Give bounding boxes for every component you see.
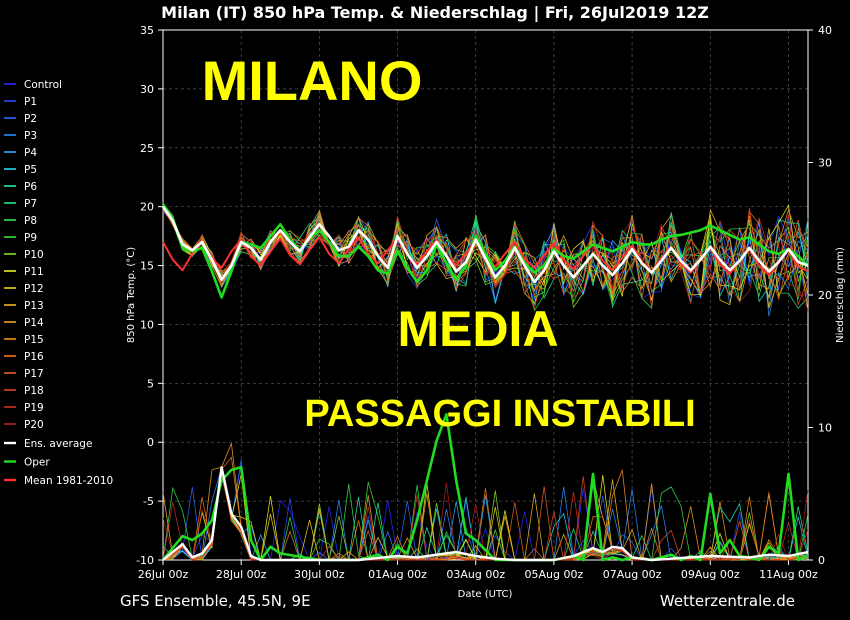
legend-entry: P1: [24, 96, 37, 108]
legend-entry: Oper: [24, 457, 50, 469]
x-tick-label: 01Aug 00z: [368, 568, 427, 581]
legend-entry: P19: [24, 402, 44, 414]
legend-entry: P14: [24, 317, 44, 329]
y-right-tick-label: 40: [818, 24, 832, 37]
series-lines: [161, 202, 809, 562]
y-tick-label: 35: [140, 24, 154, 37]
chart-title: Milan (IT) 850 hPa Temp. & Niederschlag …: [161, 3, 709, 23]
overlay-captions: MILANO MEDIA PASSAGGI INSTABILI: [202, 49, 696, 435]
member-temp-line-p13: [162, 207, 809, 309]
y-right-tick-label: 30: [818, 157, 832, 170]
y-tick-label: -5: [143, 495, 154, 508]
legend-entry: P4: [24, 147, 37, 159]
footer-source: Wetterzentrale.de: [660, 592, 795, 610]
x-tick-label: 07Aug 00z: [603, 568, 662, 581]
x-tick-label: 28Jul 00z: [216, 568, 267, 581]
legend-entry: P20: [24, 419, 44, 431]
legend-entry: P9: [24, 232, 37, 244]
y-right-tick-label: 10: [818, 422, 832, 435]
overlay-media: MEDIA: [397, 301, 558, 357]
oper-precip-line: [161, 412, 809, 562]
member-temp-line-p9: [162, 208, 809, 304]
y-tick-label: 30: [140, 83, 154, 96]
member-temp-line-p7: [162, 204, 809, 309]
legend-entry: P5: [24, 164, 37, 176]
x-tick-label: 03Aug 00z: [446, 568, 505, 581]
y-tick-label: 5: [147, 377, 154, 390]
x-axis-label: Date (UTC): [458, 589, 513, 600]
legend-entry: Control: [24, 79, 62, 91]
overlay-city: MILANO: [202, 49, 423, 112]
overlay-subtitle: PASSAGGI INSTABILI: [304, 393, 695, 435]
y-axis-label: 850 hPa Temp. (°C): [126, 247, 137, 343]
x-tick-label: 05Aug 00z: [525, 568, 584, 581]
ens-average-precip-line: [162, 466, 809, 562]
x-tick-label: 30Jul 00z: [294, 568, 345, 581]
legend-entry: P12: [24, 283, 44, 295]
legend-entry: Ens. average: [24, 438, 92, 450]
y-right-tick-label: 0: [818, 554, 825, 567]
legend-entry: P11: [24, 266, 44, 278]
legend-entry: P15: [24, 334, 44, 346]
y-right-tick-label: 20: [818, 289, 832, 302]
y-axis-left: 35 30 25 20 15 10 5 0 -5 -10: [136, 24, 163, 567]
oper-temp-line: [161, 203, 809, 299]
legend-entry: P8: [24, 215, 37, 227]
legend-entry: P6: [24, 181, 37, 193]
legend-entry: P18: [24, 385, 44, 397]
ens-average-temp-line: [161, 205, 809, 284]
x-tick-label: 11Aug 00z: [759, 568, 818, 581]
x-tick-label: 09Aug 00z: [681, 568, 740, 581]
y-tick-label: 25: [140, 142, 154, 155]
grid-lines: [163, 30, 808, 560]
footer-model-info: GFS Ensemble, 45.5N, 9E: [120, 592, 311, 610]
y-tick-label: 10: [140, 318, 154, 331]
legend-entry: P3: [24, 130, 37, 142]
legend-entry: P16: [24, 351, 44, 363]
x-tick-label: 26Jul 00z: [138, 568, 189, 581]
legend: Control P1 P2 P3 P4 P5 P6 P7 P8 P9 P10 P11 P12 P13 P14…: [4, 79, 113, 487]
legend-entry: P2: [24, 113, 37, 125]
y-tick-label: 20: [140, 201, 154, 214]
legend-entry: P10: [24, 249, 44, 261]
x-axis: 26Jul 00z 28Jul 00z 30Jul 00z 01Aug 00z 03Au…: [138, 560, 818, 581]
y-tick-label: 0: [147, 436, 154, 449]
y-tick-label: -10: [136, 554, 154, 567]
y-tick-label: 15: [140, 260, 154, 273]
legend-entry: P17: [24, 368, 44, 380]
legend-entry: Mean 1981-2010: [24, 475, 113, 487]
member-temp-line-p19: [162, 210, 809, 297]
legend-entry: P13: [24, 300, 44, 312]
y-axis-right-label: Niederschlag (mm): [835, 247, 846, 343]
legend-entry: P7: [24, 198, 37, 210]
y-axis-right: 40 30 20 10 0: [808, 24, 832, 567]
